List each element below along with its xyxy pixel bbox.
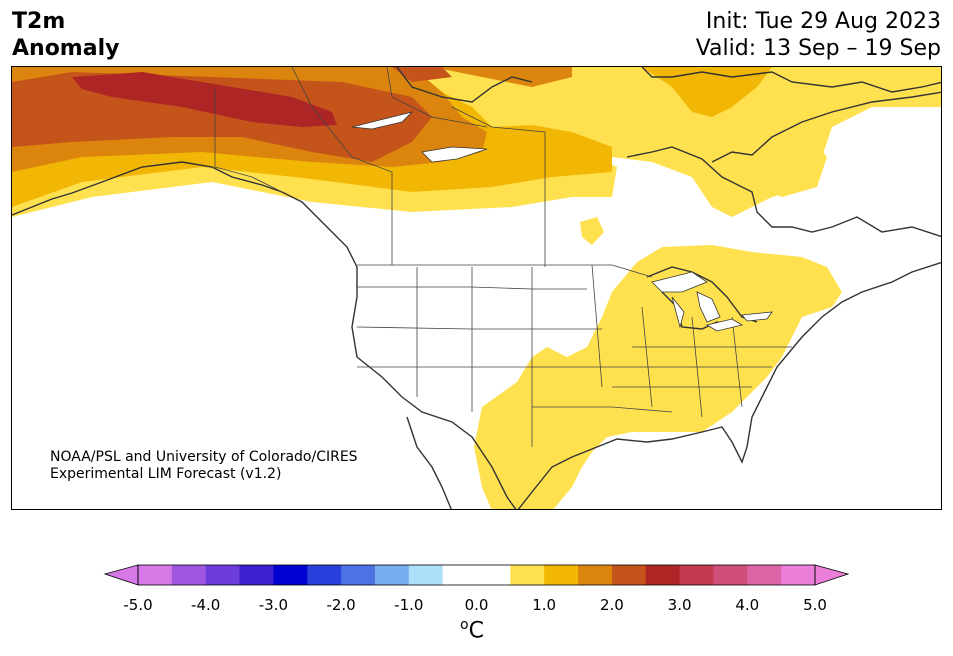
init-date: Init: Tue 29 Aug 2023	[705, 9, 941, 34]
colorbar-cell	[747, 565, 782, 585]
colorbar-tick-label: -1.0	[394, 596, 424, 614]
colorbar-cell	[442, 565, 477, 585]
colorbar-cell	[713, 565, 748, 585]
colorbar-tick-label: -2.0	[326, 596, 356, 614]
unit-letter: C	[468, 618, 484, 644]
colorbar-cell	[476, 565, 511, 585]
colorbar-over-arrow	[814, 564, 850, 586]
colorbar-cell	[341, 565, 376, 585]
great-lakes	[351, 111, 773, 332]
colorbar-cell	[578, 565, 613, 585]
colorbar-tick-label: 1.0	[532, 596, 557, 614]
colorbar-tick-label: -3.0	[258, 596, 289, 614]
colorbar-tick-label: 4.0	[735, 596, 760, 614]
anomaly-region-light-east	[474, 245, 842, 509]
colorbar-cell	[307, 565, 342, 585]
colorbar-unit: oC	[460, 617, 484, 643]
colorbar-cell	[544, 565, 579, 585]
colorbar-cell	[138, 565, 173, 585]
colorbar-outline	[137, 564, 816, 586]
colorbar-cell	[679, 565, 714, 585]
colorbar-cell	[510, 565, 545, 585]
colorbar-cell	[273, 565, 308, 585]
colorbar-cell	[645, 565, 681, 585]
colorbar-cell	[408, 565, 444, 585]
colorbar-cell	[611, 565, 647, 585]
colorbar-tick-label: -4.0	[191, 596, 221, 614]
political-borders	[214, 67, 792, 447]
title-line-2: Anomaly	[12, 36, 120, 61]
forecast-dates: Init: Tue 29 Aug 2023 Valid: 13 Sep – 19…	[696, 8, 941, 62]
colorbar-cell	[171, 565, 207, 585]
valid-range: Valid: 13 Sep – 19 Sep	[695, 36, 941, 61]
colorbar-tick-label: -5.0	[123, 596, 153, 614]
credit-line-2: Experimental LIM Forecast (v1.2)	[50, 466, 282, 482]
colorbar-cell	[239, 565, 274, 585]
map-canvas	[12, 67, 941, 509]
anomaly-map: NOAA/PSL and University of Colorado/CIRE…	[11, 66, 942, 510]
colorbar	[103, 564, 850, 586]
colorbar-tick-label: 5.0	[803, 596, 827, 614]
colorbar-tick-label: 0.0	[464, 596, 489, 614]
anomaly-region-light-canada-east	[757, 127, 827, 197]
anomaly-fields	[12, 67, 941, 509]
forecast-credit: NOAA/PSL and University of Colorado/CIRE…	[50, 449, 358, 483]
credit-line-1: NOAA/PSL and University of Colorado/CIRE…	[50, 449, 358, 465]
colorbar-cells	[138, 565, 816, 585]
colorbar-cell	[205, 565, 241, 585]
colorbar-cell	[781, 565, 816, 585]
unit-degree: o	[460, 617, 469, 633]
colorbar-under-arrow	[103, 564, 139, 586]
anomaly-region-red	[72, 72, 337, 127]
anomaly-region-light-small	[580, 217, 604, 245]
colorbar-tick-label: 3.0	[667, 596, 692, 614]
map-title: T2m Anomaly	[12, 8, 119, 62]
colorbar-cell	[374, 565, 410, 585]
colorbar-tick-label: 2.0	[599, 596, 624, 614]
title-line-1: T2m	[12, 9, 66, 34]
